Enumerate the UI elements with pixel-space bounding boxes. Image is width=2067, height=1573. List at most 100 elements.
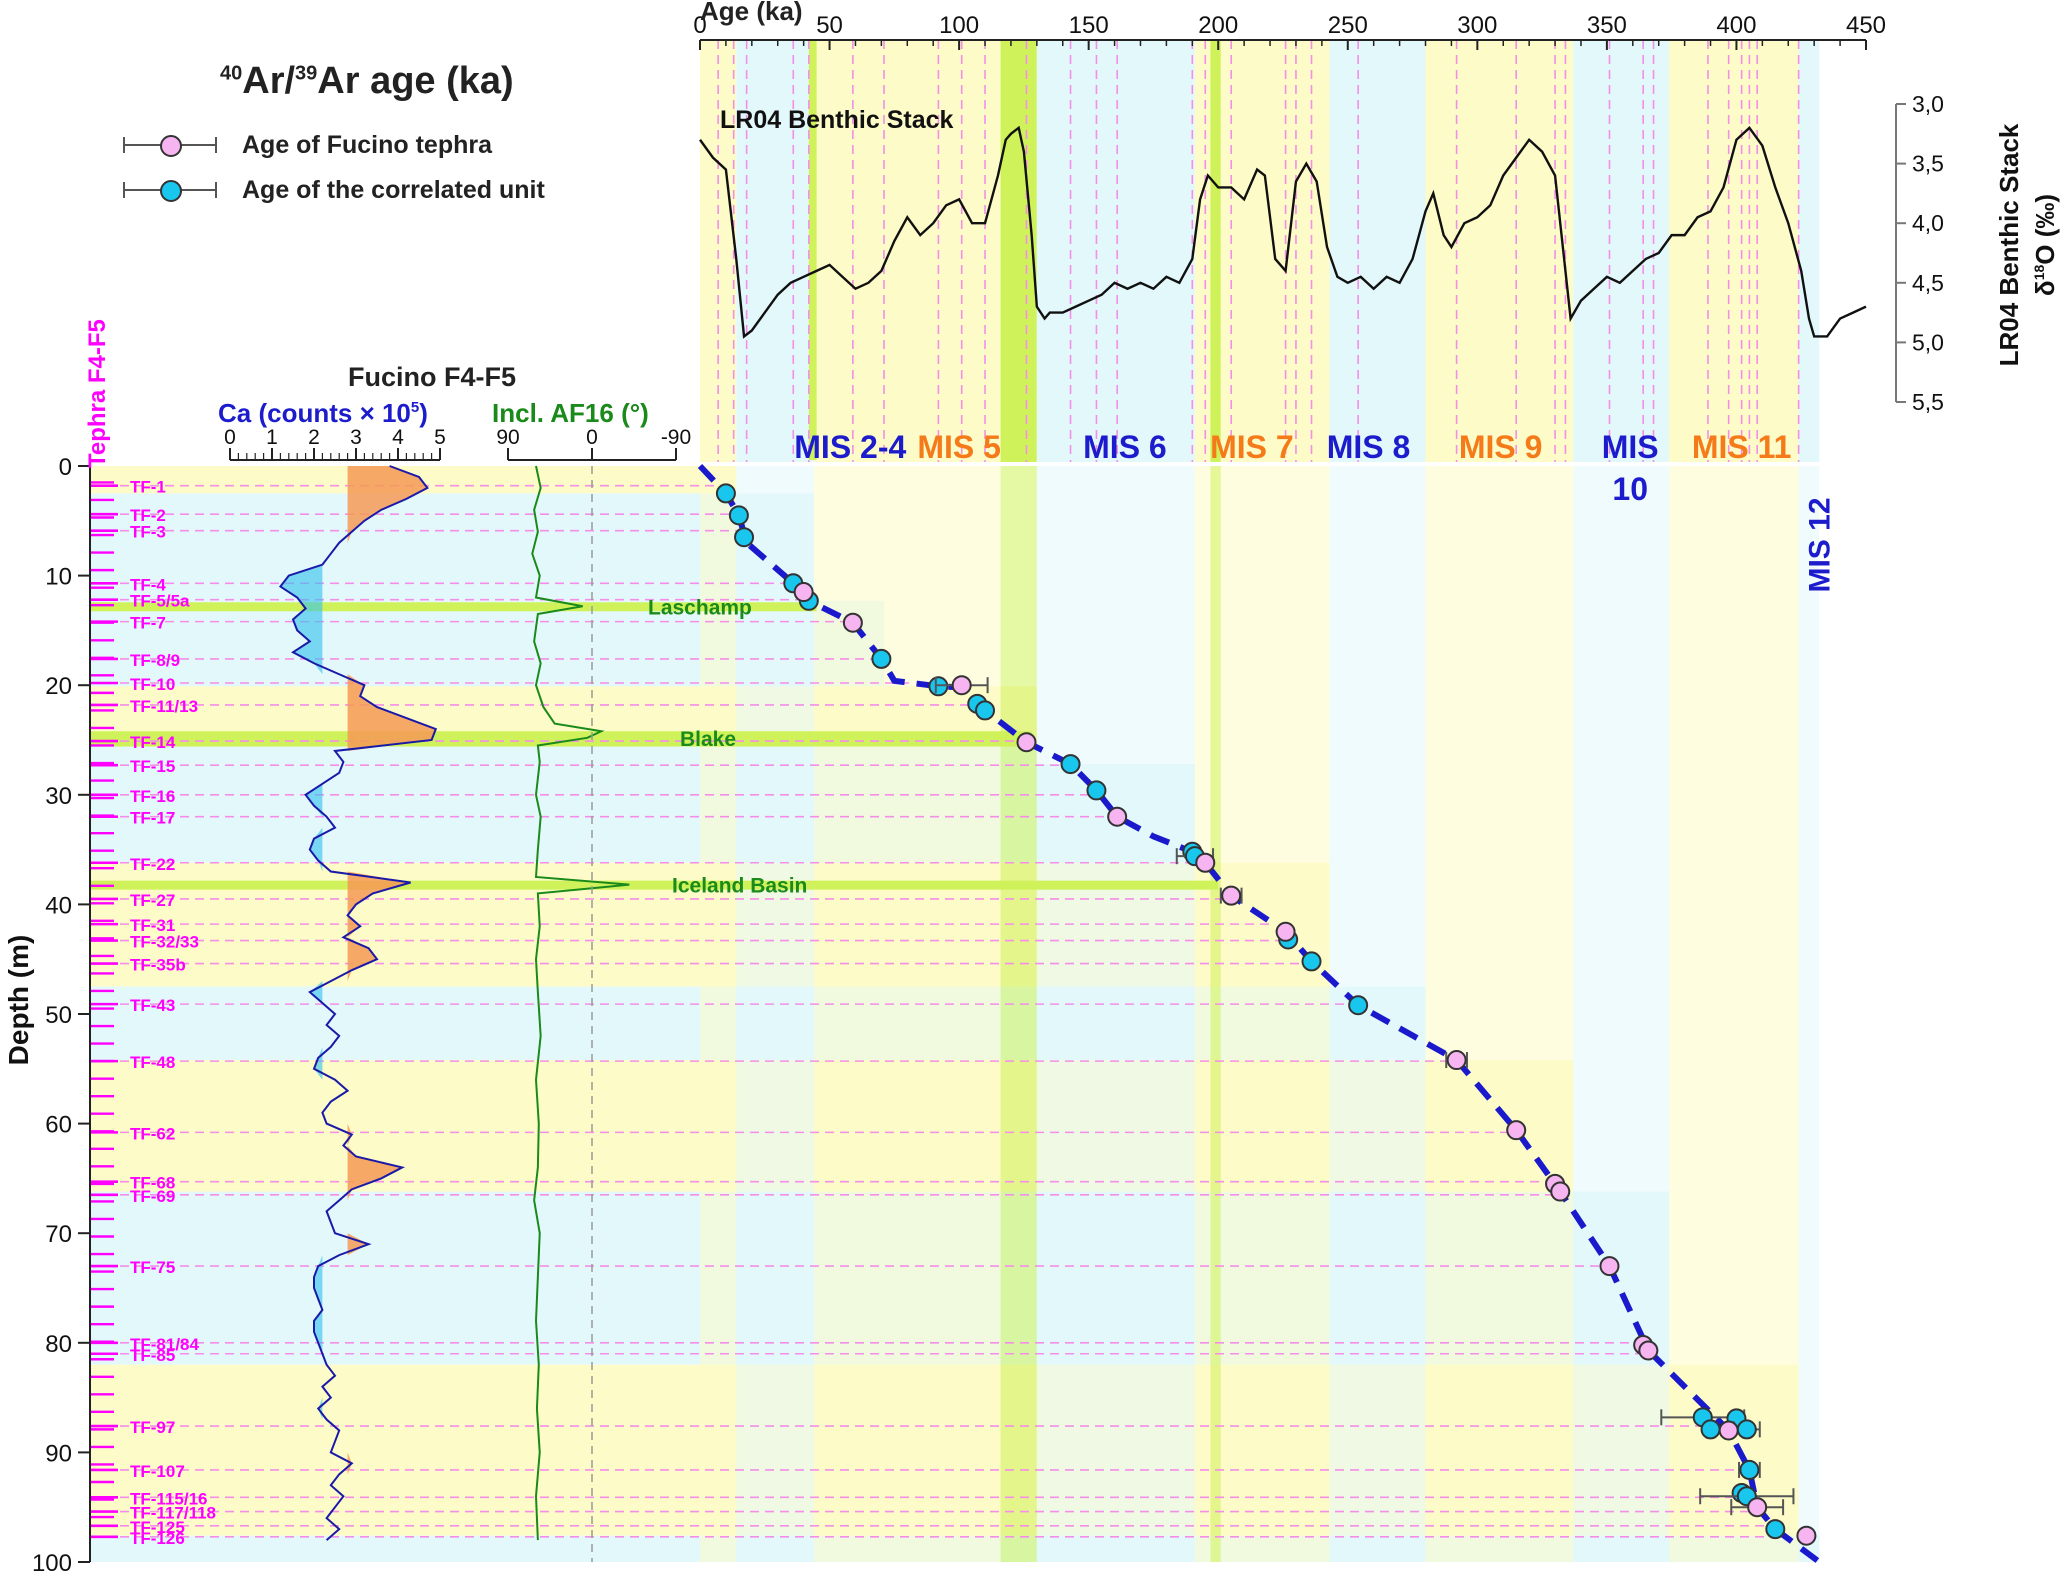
d18o-tick-label-0: 3,0 bbox=[1912, 91, 1944, 117]
legend-title-sup2: 39 bbox=[295, 62, 318, 85]
diag-band-7 bbox=[1210, 466, 1221, 1562]
inclination-panel: Laschamp Blake Iceland Basin bbox=[531, 465, 807, 1562]
event-label-0: Laschamp bbox=[648, 596, 752, 619]
age-tick-label-4: 200 bbox=[1198, 12, 1238, 39]
incl-tick-label-2: -90 bbox=[661, 426, 691, 449]
correlated-point-14 bbox=[1301, 951, 1322, 972]
mis-label-2: MIS 6 bbox=[1083, 429, 1167, 465]
legend-fucino-symbol bbox=[120, 130, 220, 160]
fucino-point-9 bbox=[1506, 1120, 1527, 1141]
diag-band-12 bbox=[1669, 466, 1799, 1562]
tephra-label-21: TF-68 bbox=[130, 1174, 175, 1193]
stack-title: LR04 Benthic Stack bbox=[720, 106, 954, 134]
tephra-label-29: TF-117/118 bbox=[130, 1504, 216, 1523]
incl-axis-title: Incl. AF16 (°) bbox=[492, 398, 649, 428]
stack-band-10 bbox=[1425, 40, 1574, 462]
stack-band-2 bbox=[814, 40, 884, 462]
tephra-label-12: TF-17 bbox=[130, 809, 175, 828]
tephra-dashed-lines: TF-1 TF-2TF-3 TF-4TF-5/5a TF-7 TF-8/9 TF-10 TF… bbox=[90, 478, 1786, 1548]
age-axis-title: Age (ka) bbox=[700, 0, 803, 26]
age-tick-label-6: 300 bbox=[1457, 12, 1497, 39]
tephra-label-24: TF-81/84 bbox=[130, 1335, 200, 1354]
diag-band-5 bbox=[1036, 466, 1195, 1562]
age-tick-label-2: 100 bbox=[939, 12, 979, 39]
diag-band-10 bbox=[1425, 466, 1574, 1562]
mis-label-3: MIS 7 bbox=[1210, 429, 1294, 465]
incl-tick-label-1: 0 bbox=[586, 426, 598, 449]
tephra-label-4: TF-5/5a bbox=[130, 592, 190, 611]
stack-band-green-44 bbox=[808, 40, 817, 460]
correlated-point-15 bbox=[1348, 995, 1369, 1016]
ca-blue-fill bbox=[280, 466, 323, 1541]
fucino-point-6 bbox=[1221, 885, 1242, 906]
tephra-label-9: TF-14 bbox=[130, 733, 176, 752]
stack-band-12 bbox=[1669, 40, 1799, 462]
age-model-panel bbox=[697, 463, 1822, 1565]
depth-tick-label-4: 40 bbox=[45, 892, 72, 919]
depth-tick-label-9: 90 bbox=[45, 1440, 72, 1467]
tephra-label-23: TF-75 bbox=[130, 1258, 175, 1277]
correlated-point-17 bbox=[1700, 1419, 1721, 1440]
tephra-label-13: TF-22 bbox=[130, 855, 175, 874]
labels: Age (ka) LR04 Benthic Stack Fucino F4-F5… bbox=[3, 0, 2060, 1065]
fucino-point-3 bbox=[1016, 732, 1037, 753]
tephra-label-22: TF-69 bbox=[130, 1187, 175, 1206]
tephra-label-17: TF-35b bbox=[130, 956, 186, 975]
event-band-2 bbox=[90, 880, 1219, 890]
tephra-label-19: TF-48 bbox=[130, 1053, 175, 1072]
correlated-point-1 bbox=[728, 505, 749, 526]
correlated-point-10 bbox=[1086, 780, 1107, 801]
legend-title-sup1: 40 bbox=[220, 62, 243, 85]
tephra-label-3: TF-4 bbox=[130, 575, 166, 594]
d18o-tick-label-5: 5,5 bbox=[1912, 389, 1944, 415]
axes: 0 50 100 150 200 250 300 350 400 4503,03,54,04,55… bbox=[32, 12, 1944, 1573]
depth-tick-label-3: 30 bbox=[45, 783, 72, 810]
depth-tick-label-0: 0 bbox=[59, 454, 72, 481]
tephra-label-15: TF-31 bbox=[130, 916, 175, 935]
diag-band-4 bbox=[1000, 466, 1037, 1562]
stack-band-11 bbox=[1573, 40, 1670, 462]
lr04-panel bbox=[699, 125, 1867, 339]
diag-band-8 bbox=[1220, 466, 1330, 1562]
tephra-label-20: TF-62 bbox=[130, 1124, 175, 1143]
ca-orange-fill bbox=[347, 466, 436, 1541]
tephra-label-27: TF-107 bbox=[130, 1462, 185, 1481]
d18o-tick-label-3: 4,5 bbox=[1912, 270, 1944, 296]
ca-tick-label-1: 1 bbox=[266, 426, 278, 449]
ca-title-close: ) bbox=[419, 398, 428, 428]
legend-correlated-symbol bbox=[120, 175, 220, 205]
stack-band-13 bbox=[1798, 40, 1820, 462]
correlated-point-6 bbox=[928, 676, 949, 697]
diag-band-13 bbox=[1798, 466, 1820, 1562]
d18o-axis-title-1: LR04 Benthic Stack bbox=[1994, 123, 2024, 366]
blake-band bbox=[90, 731, 1032, 747]
age-tick-label-3: 150 bbox=[1069, 12, 1109, 39]
stack-band-7 bbox=[1210, 40, 1221, 462]
age-tick-label-9: 450 bbox=[1846, 12, 1886, 39]
stack-band-4 bbox=[1000, 40, 1037, 462]
depth-tick-label-1: 10 bbox=[45, 564, 72, 591]
d18o-axis-title-2: δ18O (‰) bbox=[2030, 194, 2060, 296]
lr04-curve bbox=[699, 125, 1867, 339]
tephra-label-7: TF-10 bbox=[130, 675, 175, 694]
ca-tick-label-3: 3 bbox=[350, 426, 362, 449]
legend-title-post: Ar age (ka) bbox=[317, 60, 514, 102]
fucino-point-11 bbox=[1550, 1181, 1571, 1202]
incl-curve bbox=[531, 465, 630, 1541]
age-tick-label-0: 0 bbox=[693, 12, 706, 39]
correlated-point-20 bbox=[1739, 1459, 1760, 1480]
legend-fucino-label: Age of Fucino tephra bbox=[242, 130, 492, 159]
d18o-tick-label-4: 5,0 bbox=[1912, 329, 1944, 355]
fucino-point-7 bbox=[1275, 921, 1296, 942]
mis-label-5: MIS 9 bbox=[1459, 429, 1543, 465]
tephra-label-28: TF-115/16 bbox=[130, 1489, 208, 1508]
fucino-point-14 bbox=[1638, 1340, 1659, 1361]
tephra-label-11: TF-16 bbox=[130, 787, 175, 806]
mis-label-9: MIS 12 bbox=[1803, 497, 1836, 592]
tephra-label-30: TF-125 bbox=[130, 1518, 185, 1537]
ca-axis-title: Ca (counts × 105) bbox=[218, 398, 428, 428]
correlated-point-0 bbox=[715, 483, 736, 504]
fucino-point-17 bbox=[1796, 1525, 1817, 1546]
stack-band-5 bbox=[1036, 40, 1195, 462]
tephra-label-26: TF-97 bbox=[130, 1418, 175, 1437]
